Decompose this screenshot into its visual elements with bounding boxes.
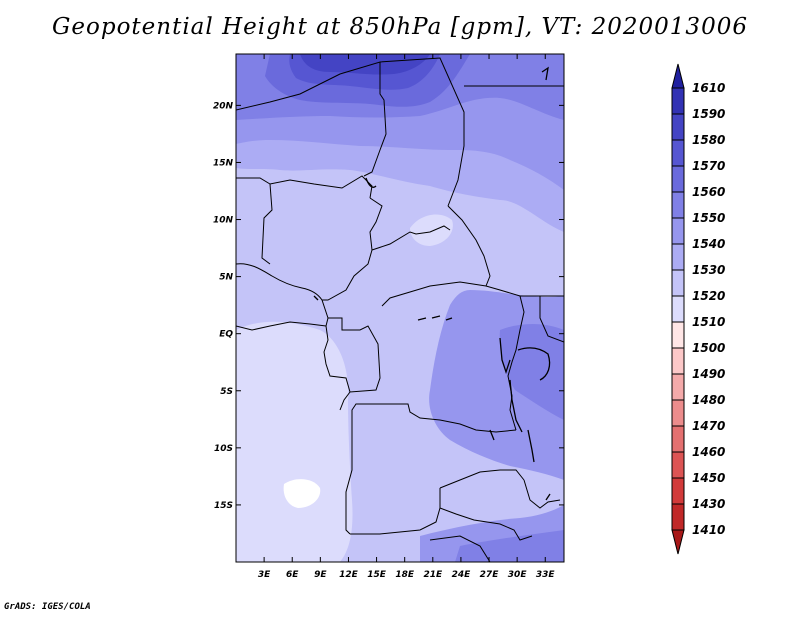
colorbar-label: 1550	[692, 211, 725, 225]
x-tick-label: 12E	[339, 570, 359, 580]
field-southeast-1560	[455, 530, 564, 562]
colorbar-segment	[671, 87, 685, 115]
x-tick-label: 21E	[423, 570, 443, 580]
x-tick-label: 30E	[508, 570, 528, 580]
colorbar-segment	[671, 321, 685, 349]
colorbar-label: 1540	[692, 237, 725, 251]
y-tick-label: 5S	[220, 387, 233, 397]
country-borders	[236, 57, 564, 562]
colorbar-label: 1570	[692, 159, 725, 173]
colorbar-segment	[671, 477, 685, 505]
colorbar-label: 1500	[692, 341, 725, 355]
field-1590-1610	[300, 54, 430, 75]
colorbar-segment	[671, 347, 685, 375]
y-tick-label: 10N	[213, 216, 234, 226]
x-tick-label: 27E	[480, 570, 500, 580]
lakes	[313, 66, 551, 501]
y-tick-label: 10S	[214, 444, 233, 454]
colorbar-label: 1450	[692, 471, 725, 485]
colorbar-label: 1410	[692, 523, 725, 537]
field-chad-1530	[410, 214, 453, 246]
y-tick-label: 15N	[213, 158, 234, 168]
x-tick-label: 3E	[258, 570, 271, 580]
y-tick-label: 20N	[213, 101, 234, 111]
colorbar-label: 1560	[692, 185, 725, 199]
colorbar-segment	[671, 217, 685, 245]
colorbar-legend: 1610 1590 1580 1570 1560 1550 1540 1530 1520 1510…	[671, 63, 725, 555]
x-axis-ticks: 3E 6E 9E 12E 15E 18E 21E 24E 27E 30E 33E	[258, 54, 556, 580]
colorbar-label: 1530	[692, 263, 725, 277]
map-frame	[235, 53, 565, 563]
map-title: Geopotential Height at 850hPa [gpm], VT:…	[52, 14, 748, 40]
colorbar-label: 1580	[692, 133, 725, 147]
colorbar-label: 1460	[692, 445, 725, 459]
height-field	[236, 54, 564, 562]
colorbar-label: 1480	[692, 393, 725, 407]
colorbar-segment	[671, 503, 685, 531]
colorbar-segment	[671, 243, 685, 271]
colorbar-segment	[671, 399, 685, 427]
x-tick-label: 33E	[536, 570, 556, 580]
colorbar-label: 1590	[692, 107, 725, 121]
x-tick-label: 6E	[286, 570, 299, 580]
x-tick-label: 15E	[367, 570, 387, 580]
colorbar-segment	[671, 295, 685, 323]
field-1520-1530	[236, 321, 353, 562]
colorbar-segment	[671, 139, 685, 167]
colorbar-bottom-arrow	[671, 529, 685, 555]
colorbar-segment	[671, 269, 685, 297]
colorbar-label: 1470	[692, 419, 725, 433]
colorbar-segment	[671, 165, 685, 193]
colorbar-segment	[671, 191, 685, 219]
y-tick-label: 5N	[219, 273, 233, 283]
x-tick-label: 18E	[395, 570, 415, 580]
y-tick-label: 15S	[214, 501, 233, 511]
colorbar-label: 1520	[692, 289, 725, 303]
colorbar-label: 1490	[692, 367, 725, 381]
y-tick-label: EQ	[219, 330, 233, 340]
colorbar-label: 1610	[692, 81, 725, 95]
colorbar-top-arrow	[671, 63, 685, 89]
field-east-1560	[499, 324, 564, 420]
field-below-1520	[283, 479, 321, 508]
colorbar-segment	[671, 425, 685, 453]
x-tick-label: 24E	[452, 570, 472, 580]
x-tick-label: 9E	[314, 570, 327, 580]
footer-credit: GrADS: IGES/COLA	[4, 602, 91, 612]
colorbar-segment	[671, 451, 685, 479]
colorbar-segment	[671, 373, 685, 401]
colorbar-label: 1430	[692, 497, 725, 511]
colorbar-segment	[671, 113, 685, 141]
y-axis-ticks: 20N 15N 10N 5N EQ 5S 10S 15S	[213, 101, 564, 511]
colorbar-label: 1510	[692, 315, 725, 329]
